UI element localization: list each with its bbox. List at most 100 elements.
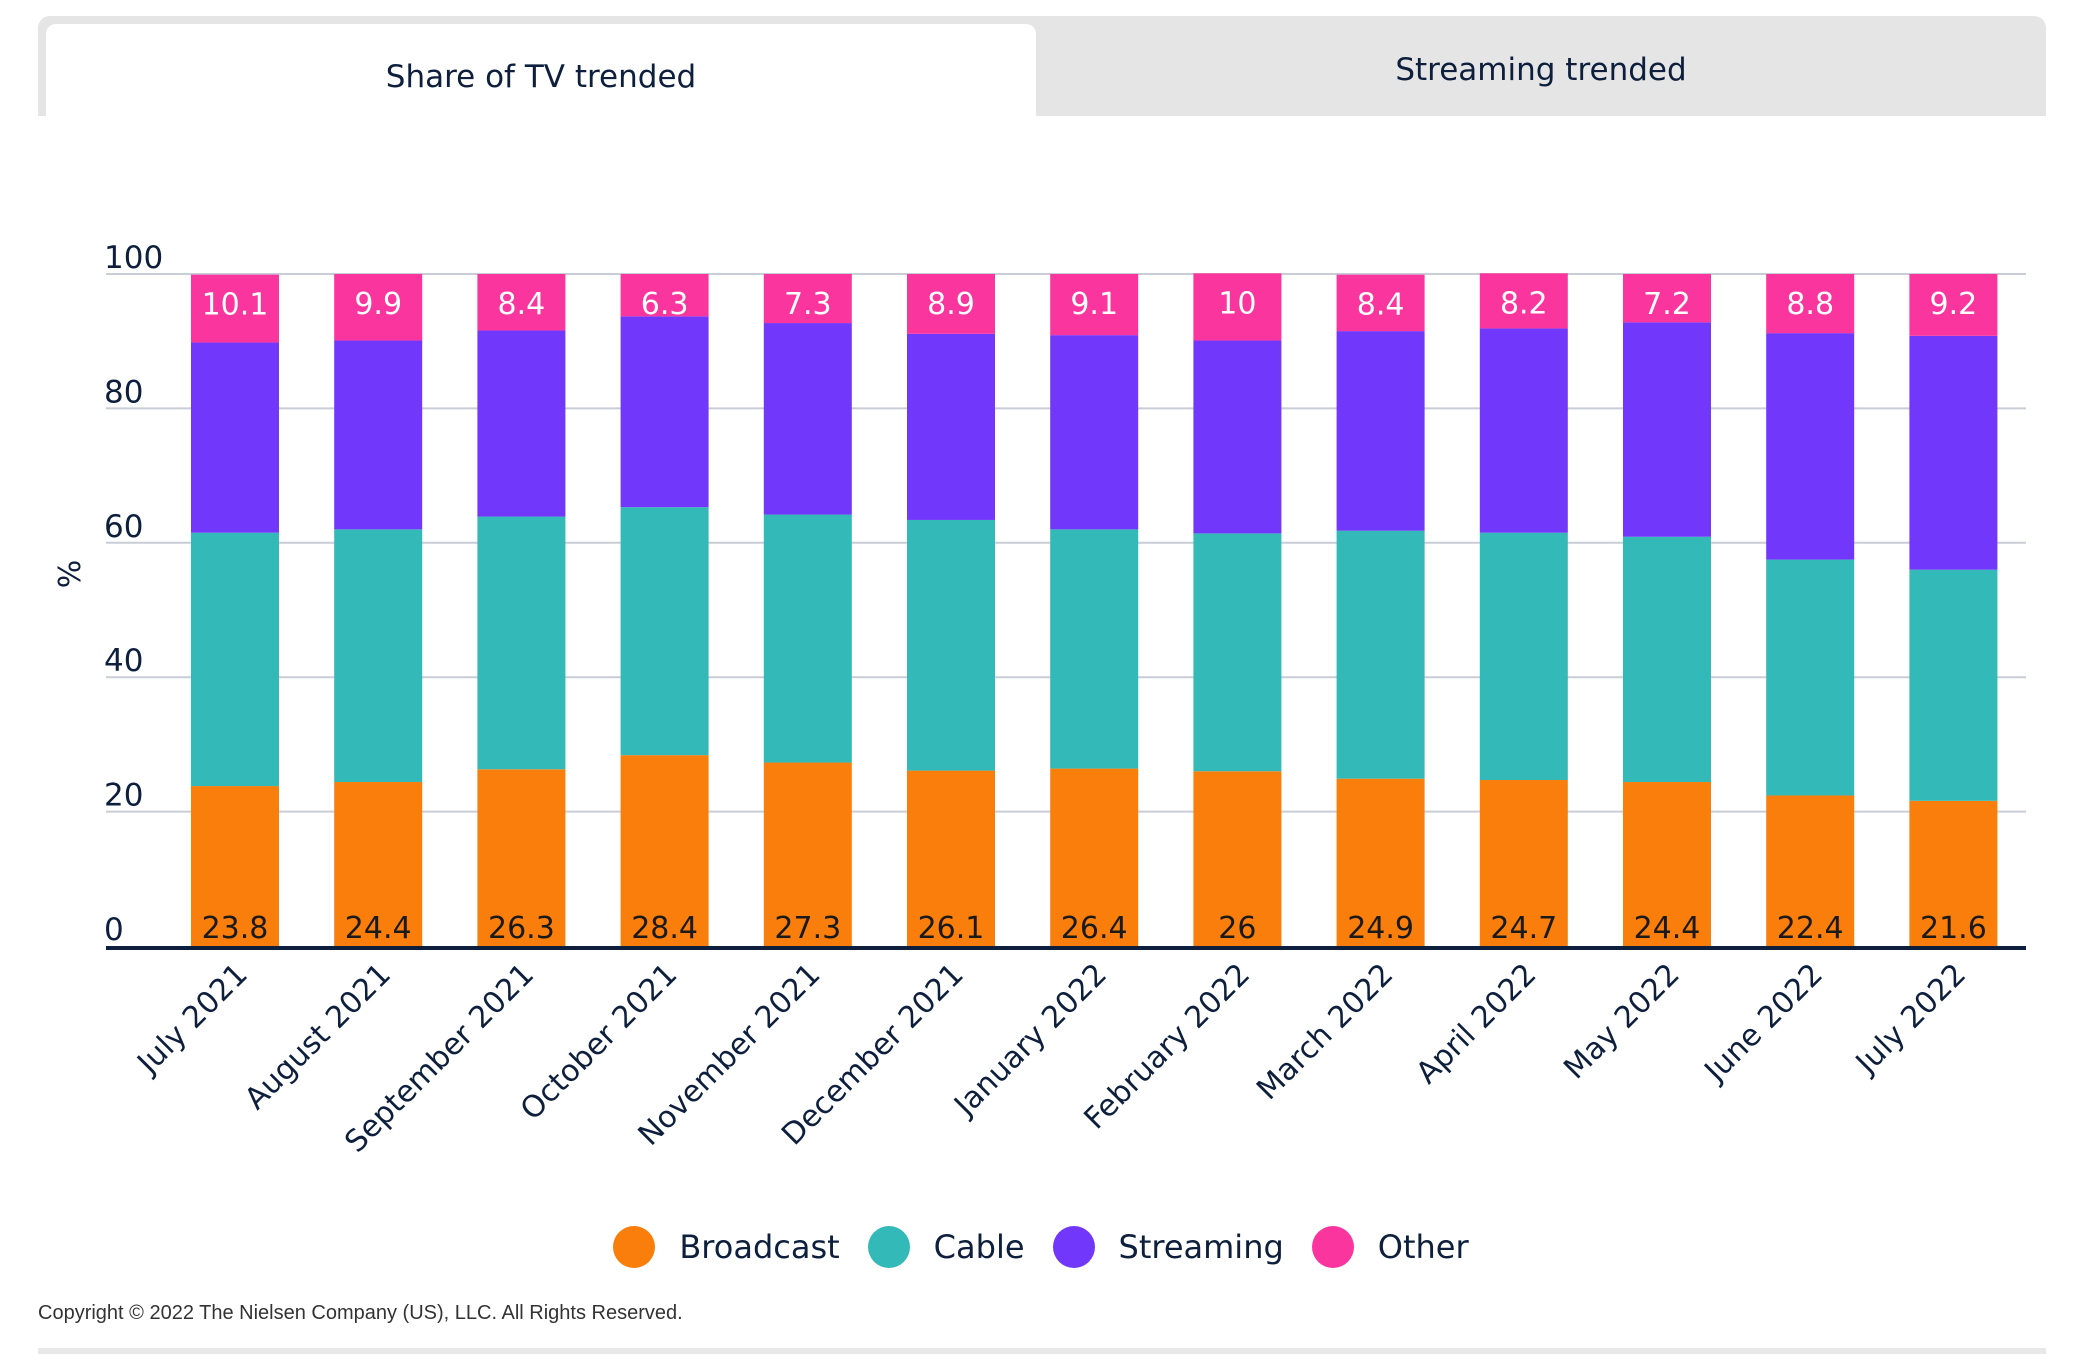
data-label-broadcast: 24.4 <box>345 911 412 946</box>
data-label-broadcast: 22.4 <box>1777 911 1844 946</box>
data-label-other: 10 <box>1218 286 1256 321</box>
bar-segment-broadcast <box>334 782 423 946</box>
x-tick-label: May 2022 <box>1557 957 1686 1086</box>
y-tick-label: 60 <box>104 509 143 545</box>
data-label-broadcast: 21.6 <box>1920 911 1987 946</box>
bar-segment-streaming <box>191 342 279 533</box>
bar-segment-streaming <box>907 333 995 520</box>
x-tick-label: August 2021 <box>238 957 398 1117</box>
y-tick-label: 80 <box>104 374 143 410</box>
legend-swatch-broadcast <box>613 1226 656 1268</box>
bar-segment-other <box>907 274 995 334</box>
legend-swatch-other <box>1311 1226 1354 1268</box>
data-label-broadcast: 26 <box>1218 911 1256 946</box>
data-label-broadcast: 24.9 <box>1347 911 1414 946</box>
bar-segment-cable <box>907 519 995 771</box>
bar-segment-broadcast <box>1479 780 1568 946</box>
legend-label: Broadcast <box>679 1228 840 1266</box>
data-label-other: 8.9 <box>927 287 975 322</box>
x-tick-label: April 2022 <box>1409 957 1543 1091</box>
y-tick-label: 20 <box>104 778 143 814</box>
tab-share-of-tv-trended[interactable]: Share of TV trended <box>46 24 1036 130</box>
bar-segment-cable <box>1479 532 1568 781</box>
x-tick-label: March 2022 <box>1250 957 1400 1107</box>
legend-label: Other <box>1377 1228 1469 1266</box>
bar-segment-broadcast <box>907 770 995 946</box>
data-label-other: 8.8 <box>1786 287 1834 322</box>
bar-segment-cable <box>191 532 279 787</box>
data-label-broadcast: 24.7 <box>1490 911 1557 946</box>
bar-segment-other <box>1623 274 1711 323</box>
tab-bar: Share of TV trended Streaming trended <box>38 16 2046 130</box>
bar-segment-other <box>1479 273 1568 329</box>
data-label-other: 9.1 <box>1070 287 1118 322</box>
bar-segment-cable <box>1050 529 1139 769</box>
data-label-broadcast: 26.3 <box>488 911 555 946</box>
y-axis-label: % <box>53 560 88 589</box>
bar-segment-broadcast <box>477 769 566 946</box>
bar-segment-streaming <box>1766 333 1855 560</box>
copyright-notice: Copyright © 2022 The Nielsen Company (US… <box>38 1302 683 1324</box>
bar-segment-broadcast <box>1050 768 1139 946</box>
bar-segment-other <box>620 274 709 317</box>
bar-segment-cable <box>1336 530 1425 779</box>
bar-segment-broadcast <box>1766 795 1855 946</box>
data-label-broadcast: 24.4 <box>1634 911 1701 946</box>
legend-item-streaming[interactable]: Streaming <box>1052 1226 1284 1268</box>
bar-segment-other <box>1336 274 1425 332</box>
bar-segment-other <box>334 274 423 341</box>
bar-segment-cable <box>1193 533 1282 772</box>
data-label-other: 8.4 <box>498 287 546 322</box>
data-label-other: 7.2 <box>1643 287 1691 322</box>
bar-segment-broadcast <box>1623 782 1711 946</box>
bar-segment-streaming <box>763 323 852 515</box>
bar-segment-streaming <box>477 330 566 517</box>
bar-segment-cable <box>620 507 709 756</box>
data-label-broadcast: 27.3 <box>774 911 841 946</box>
chart-panel: Share of TV trended Streaming trended <box>38 16 2046 1353</box>
data-label-other: 7.3 <box>784 287 832 322</box>
y-tick-label: 100 <box>104 240 163 276</box>
data-label-other: 8.2 <box>1500 286 1548 321</box>
bar-segment-cable <box>1909 569 1998 801</box>
bar-segment-cable <box>477 516 566 770</box>
bar-segment-broadcast <box>620 755 709 946</box>
bar-segment-streaming <box>620 316 709 508</box>
bar-segment-broadcast <box>1193 771 1282 946</box>
bar-segment-other <box>1909 274 1998 336</box>
bar-segment-streaming <box>1909 335 1998 570</box>
legend-label: Cable <box>933 1228 1025 1266</box>
legend-item-broadcast[interactable]: Broadcast <box>613 1226 840 1268</box>
legend-item-other[interactable]: Other <box>1311 1226 1469 1268</box>
bar-segment-streaming <box>1336 331 1425 531</box>
bar-segment-other <box>1193 273 1282 341</box>
legend-swatch-streaming <box>1052 1226 1095 1268</box>
data-label-other: 6.3 <box>641 287 689 322</box>
tab-streaming-trended[interactable]: Streaming trended <box>1395 52 1687 88</box>
x-tick-label: July 2021 <box>130 957 255 1082</box>
bar-segment-streaming <box>1623 322 1711 537</box>
bar-segment-broadcast <box>191 786 279 946</box>
bar-segment-streaming <box>1193 340 1282 534</box>
data-label-broadcast: 23.8 <box>202 911 269 946</box>
y-tick-label: 0 <box>104 912 124 948</box>
divider <box>38 1348 2046 1354</box>
bar-segment-cable <box>763 514 852 763</box>
bar-segment-cable <box>1766 559 1855 796</box>
bar-segment-other <box>763 274 852 324</box>
data-label-other: 10.1 <box>202 288 269 323</box>
bar-segment-other <box>1766 274 1855 334</box>
x-tick-label: July 2022 <box>1848 957 1973 1082</box>
y-tick-label: 40 <box>104 643 143 679</box>
bar-segment-other <box>477 274 566 331</box>
bar-segment-streaming <box>334 340 423 530</box>
legend-label: Streaming <box>1118 1228 1284 1266</box>
bar-segment-streaming <box>1050 335 1139 530</box>
bar-segment-other <box>1050 274 1139 336</box>
bar-segment-streaming <box>1479 328 1568 533</box>
data-label-broadcast: 26.4 <box>1061 911 1128 946</box>
legend-item-cable[interactable]: Cable <box>867 1226 1025 1268</box>
bar-segment-cable <box>334 529 423 783</box>
data-label-broadcast: 26.1 <box>918 911 985 946</box>
